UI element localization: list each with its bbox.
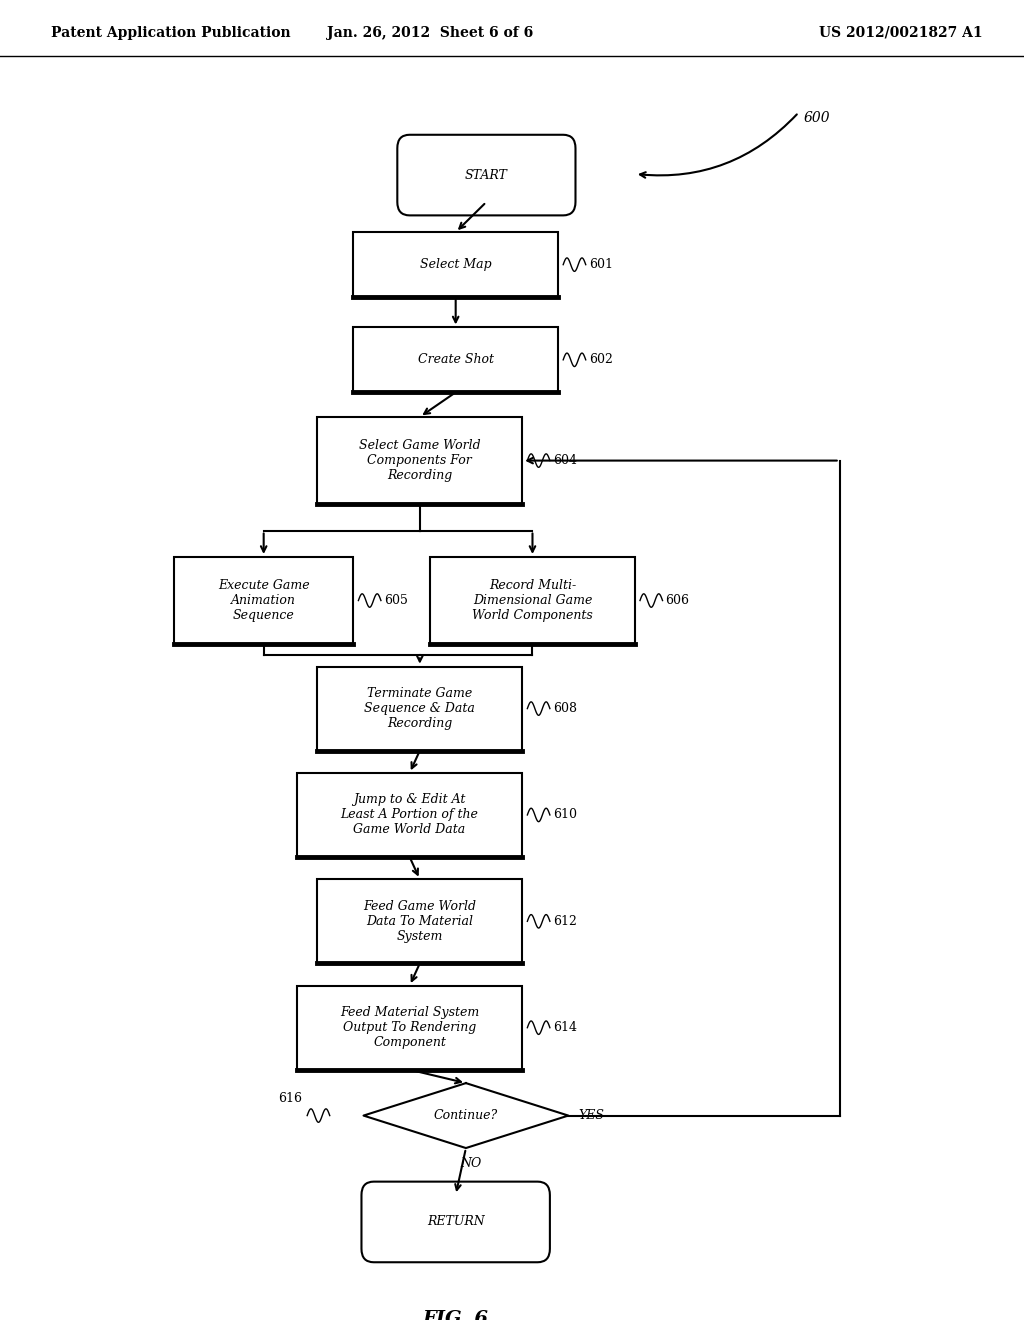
FancyBboxPatch shape xyxy=(430,557,635,644)
Text: Record Multi-
Dimensional Game
World Components: Record Multi- Dimensional Game World Com… xyxy=(472,579,593,622)
Text: Feed Game World
Data To Material
System: Feed Game World Data To Material System xyxy=(364,900,476,942)
FancyBboxPatch shape xyxy=(353,232,558,297)
Text: START: START xyxy=(465,169,508,182)
Text: Terminate Game
Sequence & Data
Recording: Terminate Game Sequence & Data Recording xyxy=(365,688,475,730)
Polygon shape xyxy=(364,1084,568,1148)
Text: Select Map: Select Map xyxy=(420,259,492,271)
FancyBboxPatch shape xyxy=(317,879,522,964)
Text: US 2012/0021827 A1: US 2012/0021827 A1 xyxy=(819,25,983,40)
FancyBboxPatch shape xyxy=(397,135,575,215)
Text: YES: YES xyxy=(579,1109,604,1122)
Text: 612: 612 xyxy=(553,915,577,928)
Text: RETURN: RETURN xyxy=(427,1216,484,1229)
Text: Jan. 26, 2012  Sheet 6 of 6: Jan. 26, 2012 Sheet 6 of 6 xyxy=(327,25,534,40)
Text: 604: 604 xyxy=(553,454,577,467)
Text: 616: 616 xyxy=(279,1092,302,1105)
Text: 605: 605 xyxy=(384,594,408,607)
Text: 600: 600 xyxy=(804,111,830,125)
FancyBboxPatch shape xyxy=(361,1181,550,1262)
FancyBboxPatch shape xyxy=(297,986,522,1069)
Text: 610: 610 xyxy=(553,808,577,821)
Text: Jump to & Edit At
Least A Portion of the
Game World Data: Jump to & Edit At Least A Portion of the… xyxy=(341,793,478,837)
FancyBboxPatch shape xyxy=(297,774,522,857)
Text: Execute Game
Animation
Sequence: Execute Game Animation Sequence xyxy=(218,579,309,622)
Text: Feed Material System
Output To Rendering
Component: Feed Material System Output To Rendering… xyxy=(340,1006,479,1049)
FancyBboxPatch shape xyxy=(317,667,522,751)
FancyBboxPatch shape xyxy=(353,327,558,392)
Text: Create Shot: Create Shot xyxy=(418,354,494,367)
Text: Continue?: Continue? xyxy=(434,1109,498,1122)
Text: 608: 608 xyxy=(553,702,577,715)
FancyBboxPatch shape xyxy=(317,417,522,504)
Text: 601: 601 xyxy=(589,259,612,271)
Text: NO: NO xyxy=(461,1158,481,1170)
Text: Patent Application Publication: Patent Application Publication xyxy=(51,25,291,40)
Text: 602: 602 xyxy=(589,354,612,367)
Text: 614: 614 xyxy=(553,1022,577,1034)
Text: FIG. 6: FIG. 6 xyxy=(423,1311,488,1320)
FancyBboxPatch shape xyxy=(174,557,353,644)
Text: Select Game World
Components For
Recording: Select Game World Components For Recordi… xyxy=(359,440,480,482)
Text: 606: 606 xyxy=(666,594,689,607)
